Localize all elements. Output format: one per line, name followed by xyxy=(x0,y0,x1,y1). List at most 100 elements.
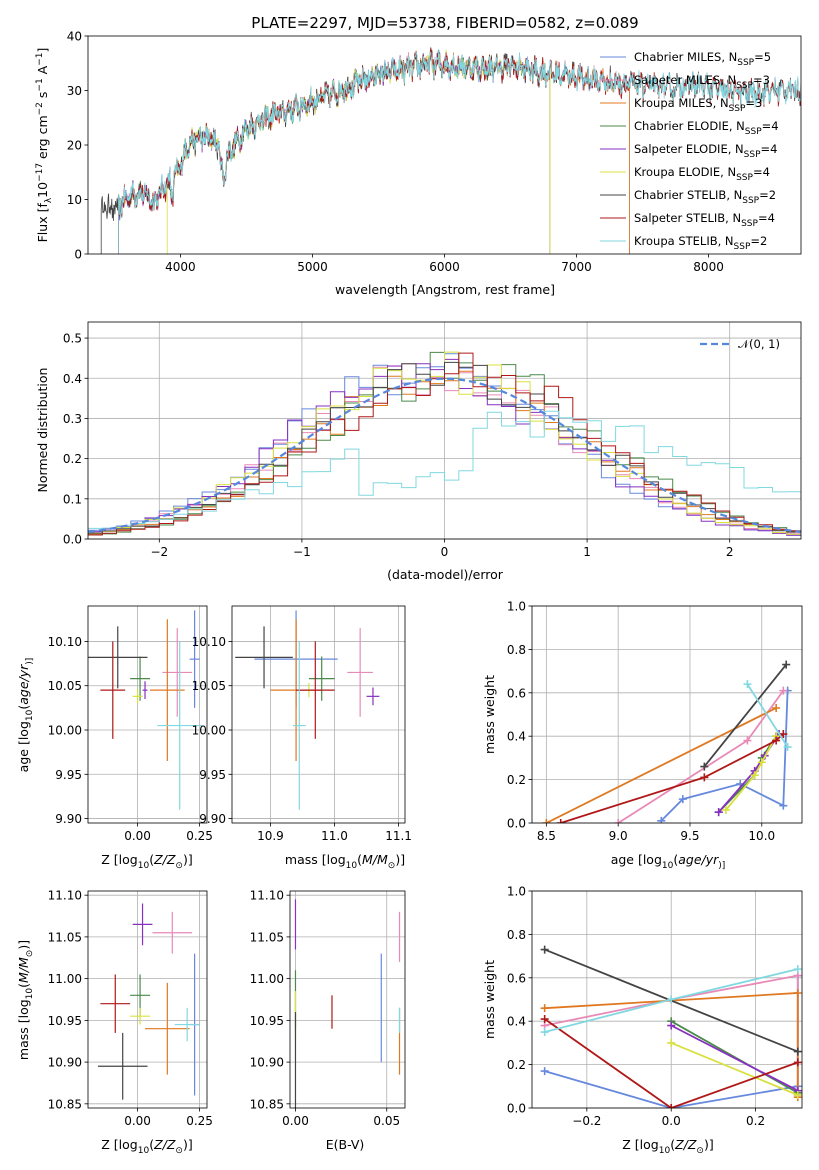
x-axis-label: age [log10(age/yr)] xyxy=(611,852,726,871)
legend-entry: Chabrier ELODIE, NSSP=4 xyxy=(634,119,779,137)
weight-point-marker xyxy=(657,816,666,823)
weight-point-marker xyxy=(540,945,549,954)
errorbar-point xyxy=(130,656,150,701)
weight-series-line xyxy=(670,1020,799,1094)
grid xyxy=(88,606,207,823)
x-tick-label: 0.25 xyxy=(186,1114,213,1128)
errorbar-point xyxy=(366,687,380,706)
x-tick-label: 7000 xyxy=(561,260,592,274)
errorbar-point xyxy=(132,903,153,946)
label-fragment: ( xyxy=(16,705,31,710)
label-fragment: Z/Z xyxy=(153,1137,176,1152)
weight-point-marker xyxy=(782,660,791,669)
label-fragment: ⊙ xyxy=(25,950,35,958)
label-fragment: age/yr xyxy=(678,852,719,867)
spectrum-panel: PLATE=2297, MJD=53738, FIBERID=0582, z=0… xyxy=(35,14,802,297)
y-tick-label: 20 xyxy=(67,139,82,153)
label-fragment: Chabrier MILES, N xyxy=(634,50,737,64)
weight-series-line xyxy=(560,733,784,823)
x-tick-label: −0.2 xyxy=(572,1114,601,1128)
weight-point-marker xyxy=(614,819,623,823)
y-tick-label: 0.1 xyxy=(63,492,82,506)
legend-entry: 𝒩(0, 1) xyxy=(738,337,780,351)
label-fragment: =2 xyxy=(759,188,776,202)
y-tick-label: 10.90 xyxy=(48,1056,82,1070)
label-fragment: =3 xyxy=(753,73,770,87)
label-fragment: Kroupa ELODIE, N xyxy=(634,165,736,179)
label-fragment: ⊙ xyxy=(175,1146,183,1156)
y-tick-label: 0.4 xyxy=(507,730,526,744)
weight-point-marker xyxy=(700,762,709,771)
weight-point-marker xyxy=(556,819,565,823)
label-fragment: ⊙ xyxy=(175,861,183,871)
y-axis-label: Flux [fλ10−17 erg cm−2 s−1 A−1] xyxy=(35,48,54,243)
axes-frame xyxy=(87,890,208,1109)
label-fragment: )] xyxy=(16,940,31,950)
label-fragment: ] xyxy=(35,48,50,53)
errorbar-point xyxy=(235,626,293,689)
grid xyxy=(232,606,405,823)
label-fragment: Z [log xyxy=(622,1137,658,1152)
y-tick-label: 9.95 xyxy=(199,768,226,782)
label-fragment: Z [log xyxy=(101,1137,137,1152)
errorbar-point xyxy=(292,641,306,810)
x-axis-label: Z [log10(Z/Z⊙)] xyxy=(101,852,192,871)
label-fragment: )] xyxy=(704,1137,714,1152)
legend-entry: Kroupa STELIB, NSSP=2 xyxy=(634,234,767,252)
errorbar-point xyxy=(308,656,335,701)
label-fragment: =3 xyxy=(745,96,762,110)
grid xyxy=(88,891,207,1108)
label-fragment: ( xyxy=(149,852,154,867)
errorbar-point xyxy=(152,911,193,954)
y-tick-label: 10.00 xyxy=(48,724,82,738)
weight-point-marker xyxy=(779,730,788,739)
label-fragment: SSP xyxy=(741,219,758,229)
label-fragment: Kroupa MILES, N xyxy=(634,96,729,110)
label-fragment: SSP xyxy=(729,104,746,114)
label-fragment: Salpeter STELIB, N xyxy=(634,211,741,225)
x-axis-label: wavelength [Angstrom, rest frame] xyxy=(335,282,555,297)
errorbar-point xyxy=(149,619,185,761)
plot-area xyxy=(540,945,802,1108)
y-axis-label: mass [log10(M/M⊙)] xyxy=(16,940,35,1060)
legend-entry: Chabrier MILES, NSSP=5 xyxy=(634,50,771,68)
weight-series xyxy=(714,732,781,817)
x-tick-label: 5000 xyxy=(297,260,328,274)
x-tick-label: 8.5 xyxy=(537,829,556,843)
errorbar-point xyxy=(97,1032,148,1100)
errorbar-point xyxy=(145,982,190,1075)
label-fragment: −1 xyxy=(35,53,45,66)
spectrum-series-line xyxy=(118,52,551,254)
label-fragment: )] xyxy=(183,1137,193,1152)
label-fragment: ( xyxy=(357,852,362,867)
histogram-series-line xyxy=(88,410,801,529)
label-fragment: =2 xyxy=(750,234,767,248)
weight-series xyxy=(743,680,792,752)
plot-area xyxy=(100,47,801,254)
y-tick-label: 0.4 xyxy=(63,372,82,386)
weight-series-line xyxy=(746,683,789,748)
y-tick-label: 10.05 xyxy=(192,679,226,693)
weight-point-marker xyxy=(667,1104,676,1108)
weight-point-marker xyxy=(779,801,788,810)
weight-series-line xyxy=(544,1018,799,1108)
mass-metallicity-panel: 0.00 0.25 10.85 10.90 10.95 11.00 11.05 11.10 Z … xyxy=(16,889,213,1156)
x-axis-label: E(B-V) xyxy=(326,1137,365,1152)
label-fragment: 10 xyxy=(346,861,358,871)
errorbar-point xyxy=(296,641,335,739)
weight-point-marker xyxy=(772,736,781,745)
weight-point-marker xyxy=(714,808,723,817)
label-fragment: Flux [f xyxy=(35,203,50,243)
x-tick-label: 0.0 xyxy=(662,1114,681,1128)
label-fragment: 10 xyxy=(138,1146,150,1156)
y-axis-label: Normed distribution xyxy=(35,368,50,493)
label-fragment: A xyxy=(35,65,50,78)
x-tick-label: 1 xyxy=(583,545,591,559)
legend-entry: Kroupa MILES, NSSP=3 xyxy=(634,96,762,114)
plot-area xyxy=(294,899,401,1108)
y-tick-label: 0.2 xyxy=(507,773,526,787)
errorbar-point xyxy=(347,628,373,717)
legend-entry: Salpeter ELODIE, NSSP=4 xyxy=(634,142,777,160)
label-fragment: SSP xyxy=(736,81,753,91)
